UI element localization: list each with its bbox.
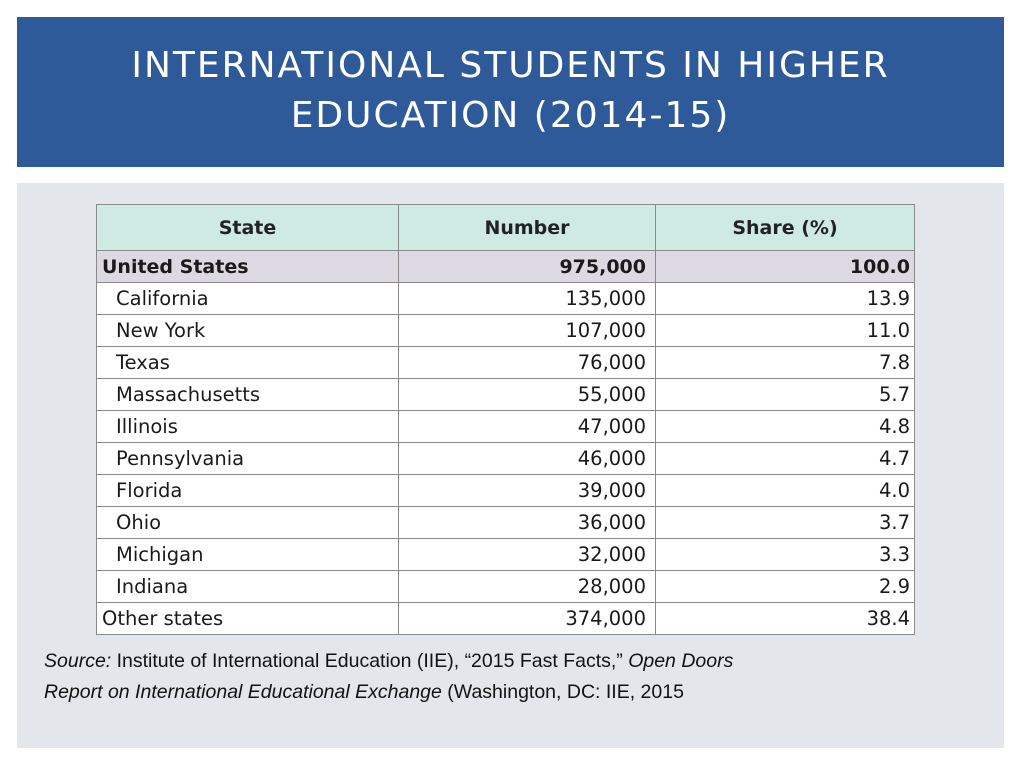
header-share: Share (%): [655, 204, 915, 251]
row-number: 135,000: [398, 282, 656, 315]
row-number: 39,000: [398, 474, 656, 507]
row-state: Texas: [96, 346, 399, 379]
other-number: 374,000: [398, 602, 656, 635]
row-number: 36,000: [398, 506, 656, 539]
source-text-2: (Washington, DC: IIE, 2015: [441, 681, 684, 703]
total-state: United States: [96, 250, 399, 283]
slide-title-line-2: EDUCATION (2014-15): [290, 95, 731, 136]
row-number: 76,000: [398, 346, 656, 379]
row-share: 2.9: [655, 570, 915, 603]
table-row: Pennsylvania 46,000 4.7: [96, 442, 915, 475]
row-number: 55,000: [398, 378, 656, 411]
row-state: Florida: [96, 474, 399, 507]
table-row: Ohio 36,000 3.7: [96, 506, 915, 539]
row-share: 11.0: [655, 314, 915, 347]
row-share: 4.0: [655, 474, 915, 507]
table-row: Michigan 32,000 3.3: [96, 538, 915, 571]
row-share: 4.7: [655, 442, 915, 475]
table-row: Illinois 47,000 4.8: [96, 410, 915, 443]
row-state: New York: [96, 314, 399, 347]
table-row: California 135,000 13.9: [96, 282, 915, 315]
row-share: 3.7: [655, 506, 915, 539]
table-row: New York 107,000 11.0: [96, 314, 915, 347]
title-bar: INTERNATIONAL STUDENTS IN HIGHER EDUCATI…: [17, 17, 1004, 167]
row-number: 32,000: [398, 538, 656, 571]
table-total-row: United States 975,000 100.0: [96, 250, 915, 283]
table-other-row: Other states 374,000 38.4: [96, 602, 915, 635]
row-share: 3.3: [655, 538, 915, 571]
international-students-table: State Number Share (%) United States 975…: [96, 204, 915, 635]
other-state: Other states: [96, 602, 399, 635]
row-state: Indiana: [96, 570, 399, 603]
row-number: 28,000: [398, 570, 656, 603]
table-row: Indiana 28,000 2.9: [96, 570, 915, 603]
table-row: Texas 76,000 7.8: [96, 346, 915, 379]
row-state: Michigan: [96, 538, 399, 571]
row-share: 4.8: [655, 410, 915, 443]
row-share: 5.7: [655, 378, 915, 411]
row-share: 13.9: [655, 282, 915, 315]
row-number: 46,000: [398, 442, 656, 475]
total-share: 100.0: [655, 250, 915, 283]
row-number: 107,000: [398, 314, 656, 347]
source-citation: Source: Institute of International Educa…: [44, 646, 984, 708]
row-share: 7.8: [655, 346, 915, 379]
row-state: Illinois: [96, 410, 399, 443]
source-report-title-1: Open Doors: [628, 650, 734, 672]
row-state: Massachusetts: [96, 378, 399, 411]
row-number: 47,000: [398, 410, 656, 443]
table-row: Florida 39,000 4.0: [96, 474, 915, 507]
table-row: Massachusetts 55,000 5.7: [96, 378, 915, 411]
row-state: California: [96, 282, 399, 315]
row-state: Ohio: [96, 506, 399, 539]
row-state: Pennsylvania: [96, 442, 399, 475]
source-label: Source:: [44, 650, 112, 672]
slide-title-line-1: INTERNATIONAL STUDENTS IN HIGHER: [131, 45, 890, 86]
header-number: Number: [398, 204, 656, 251]
table-header-row: State Number Share (%): [96, 204, 915, 251]
header-state: State: [96, 204, 399, 251]
source-text-1: Institute of International Education (II…: [111, 650, 629, 672]
other-share: 38.4: [655, 602, 915, 635]
data-table-container: State Number Share (%) United States 975…: [96, 204, 915, 635]
source-report-title-2: Report on International Educational Exch…: [44, 681, 442, 703]
slide-title: INTERNATIONAL STUDENTS IN HIGHER EDUCATI…: [71, 41, 951, 141]
total-number: 975,000: [398, 250, 656, 283]
